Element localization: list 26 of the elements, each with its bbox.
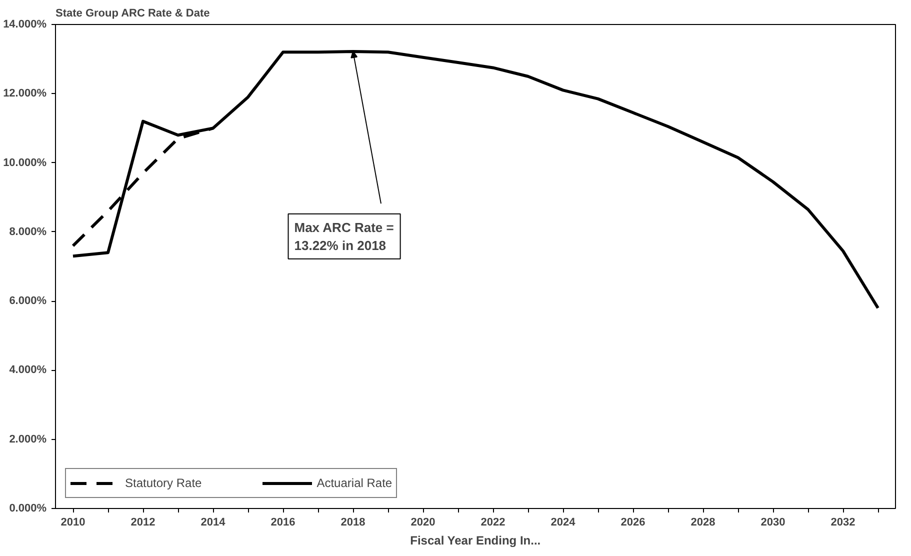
y-tick-label: 14.000% bbox=[3, 18, 47, 30]
x-tick-label: 2018 bbox=[340, 516, 366, 528]
x-tick-label: 2012 bbox=[130, 516, 156, 528]
y-tick-label: 10.000% bbox=[3, 156, 47, 169]
x-tick-label: 2030 bbox=[760, 516, 786, 528]
chart-title: State Group ARC Rate & Date bbox=[56, 8, 210, 20]
x-tick-label: 2022 bbox=[480, 516, 506, 528]
x-tick-label: 2032 bbox=[830, 516, 856, 528]
legend-label: Statutory Rate bbox=[125, 476, 202, 490]
y-tick-label: 6.000% bbox=[9, 295, 47, 308]
x-tick-label: 2016 bbox=[270, 516, 296, 528]
x-tick-label: 2028 bbox=[690, 516, 716, 528]
y-tick-label: 12.000% bbox=[3, 88, 47, 100]
line-series bbox=[72, 50, 880, 310]
y-tick-label: 2.000% bbox=[9, 433, 47, 446]
x-tick-label: 2020 bbox=[410, 516, 436, 528]
x-tick-label: 2010 bbox=[60, 516, 86, 528]
legend-label: Actuarial Rate bbox=[316, 476, 392, 490]
x-axis-title: Fiscal Year Ending In... bbox=[410, 534, 541, 548]
x-tick-label: 2024 bbox=[550, 516, 576, 528]
y-tick-label: 4.000% bbox=[9, 364, 47, 376]
x-tick-label: 2014 bbox=[200, 516, 226, 528]
annotation: Max ARC Rate = 13.22% in 2018 bbox=[294, 220, 394, 253]
y-tick-label: 0.000% bbox=[9, 502, 47, 514]
x-tick-label: 2026 bbox=[620, 516, 646, 528]
y-tick-label: 8.000% bbox=[9, 226, 47, 238]
